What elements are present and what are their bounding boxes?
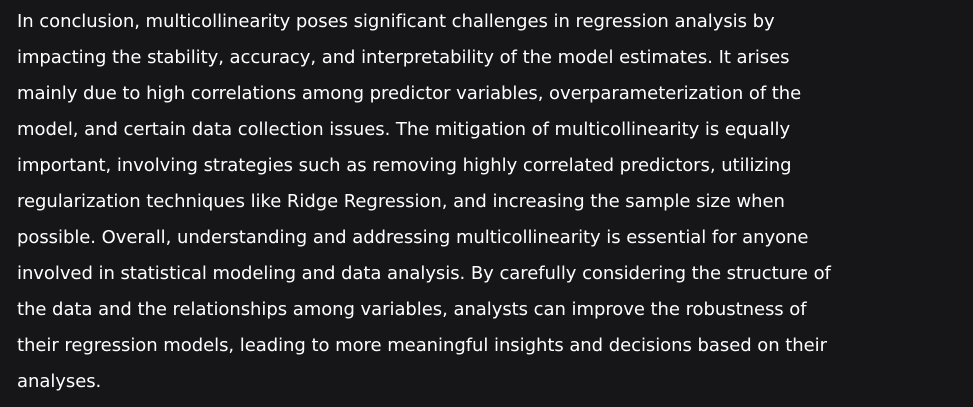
paragraph-line: involved in statistical modeling and dat…	[17, 263, 831, 284]
paragraph-line: the data and the relationships among var…	[17, 299, 807, 320]
paragraph-line: impacting the stability, accuracy, and i…	[17, 47, 790, 68]
paragraph-line: important, involving strategies such as …	[17, 155, 792, 176]
paragraph-line: model, and certain data collection issue…	[17, 119, 791, 140]
paragraph-line: their regression models, leading to more…	[17, 335, 827, 356]
conclusion-paragraph: In conclusion, multicollinearity poses s…	[17, 0, 955, 400]
paragraph-line: analyses.	[17, 371, 102, 392]
paragraph-line: In conclusion, multicollinearity poses s…	[17, 11, 775, 32]
paragraph-line: possible. Overall, understanding and add…	[17, 227, 809, 248]
paragraph-line: mainly due to high correlations among pr…	[17, 83, 802, 104]
paragraph-line: regularization techniques like Ridge Reg…	[17, 191, 785, 212]
